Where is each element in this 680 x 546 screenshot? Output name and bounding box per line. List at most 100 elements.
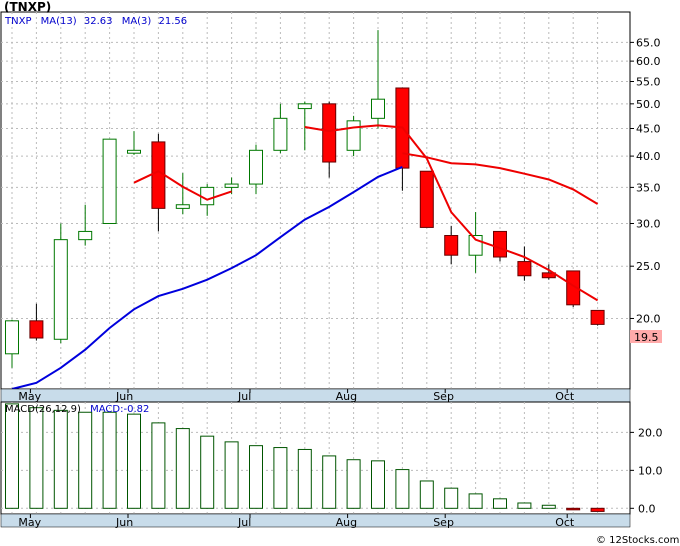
candle-body-down xyxy=(590,309,605,325)
candle xyxy=(590,309,605,326)
candle xyxy=(53,223,68,344)
last-price-box xyxy=(630,330,662,343)
macd-bar xyxy=(175,428,190,509)
month-tick-label: Aug xyxy=(336,516,357,529)
chart-title: (TNXP) xyxy=(4,0,51,14)
candle-body-up xyxy=(371,98,385,119)
macd-bar xyxy=(5,403,19,509)
price-y-tick-label: 45.0 xyxy=(636,123,661,136)
price-y-tick-label: 55.0 xyxy=(636,76,661,89)
macd-legend: MACD(26,12,9) MACD:-0.82 xyxy=(5,404,149,415)
macd-bar xyxy=(541,504,556,509)
candle xyxy=(346,115,361,157)
legend-ticker: TNXP xyxy=(4,16,31,27)
macd-bar xyxy=(444,487,459,509)
candle xyxy=(419,170,434,228)
ma3-continuation-line xyxy=(425,158,599,302)
candle-body-down xyxy=(566,270,581,306)
candle-body-up xyxy=(273,117,288,151)
macd-month-axis-band xyxy=(0,513,631,528)
macd-bar xyxy=(53,409,68,509)
price-y-tick-label: 30.0 xyxy=(636,217,661,230)
candle-body-up xyxy=(224,183,239,188)
candle-body-down xyxy=(419,170,434,228)
price-legend: TNXP MA(13) 32.63 MA(3) 21.56 xyxy=(4,16,187,27)
candle-body-up xyxy=(249,149,263,185)
macd-y-tick-label: 10.0 xyxy=(638,464,663,477)
month-tick-label: Sep xyxy=(433,516,454,529)
candle xyxy=(29,303,44,341)
macd-y-tick-label: 20.0 xyxy=(638,426,663,439)
candle-body-down xyxy=(29,320,44,339)
last-price-label: 19.5 xyxy=(634,331,659,344)
macd-bar xyxy=(493,498,507,509)
price-y-tick-label: 25.0 xyxy=(636,260,661,273)
month-tick-label: Jun xyxy=(115,516,133,529)
ma13-line xyxy=(11,165,403,390)
candle-body-up xyxy=(5,320,19,355)
macd-month-axis: May Jun Jul Aug Sep Oct xyxy=(18,514,575,529)
candle-body-down xyxy=(517,261,532,277)
price-y-tick-label: 60.0 xyxy=(636,55,661,68)
candle-body-down xyxy=(493,230,507,258)
macd-y-axis: 0.0 10.0 20.0 xyxy=(630,426,663,515)
legend-macd-label: MACD(26,12,9) xyxy=(5,404,81,415)
candle xyxy=(297,101,312,151)
legend-ma13-label: MA(13) xyxy=(41,16,77,27)
footer-credit: © 12Stocks.com xyxy=(596,535,679,546)
candle xyxy=(102,138,117,224)
month-tick-label: Jul xyxy=(237,516,251,529)
macd-bar xyxy=(322,455,337,509)
price-y-tick-label: 20.0 xyxy=(636,312,661,325)
month-tick-label: Aug xyxy=(336,390,357,403)
macd-y-tick-label: 0.0 xyxy=(638,502,656,515)
candle-body-down xyxy=(322,103,337,163)
month-tick-label: Jul xyxy=(237,390,251,403)
candle xyxy=(249,144,263,195)
price-y-tick-label: 35.0 xyxy=(636,181,661,194)
candle-body-up xyxy=(53,239,68,340)
candle xyxy=(444,225,459,265)
macd-bar xyxy=(102,411,117,509)
candle xyxy=(566,270,581,308)
ma3-line-early xyxy=(133,170,232,201)
macd-bar xyxy=(297,448,312,509)
candle-body-down xyxy=(444,235,459,256)
candle-body-up xyxy=(175,204,190,209)
price-y-tick-label: 50.0 xyxy=(636,98,661,111)
macd-bar xyxy=(127,413,141,509)
macd-bar xyxy=(395,469,410,509)
price-month-axis: May Jun Jul Aug Sep Oct xyxy=(18,389,575,403)
month-tick-label: Oct xyxy=(555,516,575,529)
macd-bar xyxy=(78,411,93,509)
price-y-tick-label: 40.0 xyxy=(636,150,661,163)
price-y-tick-label: 65.0 xyxy=(636,36,661,49)
legend-ma13-value: 32.63 xyxy=(84,16,113,27)
candle-body-up xyxy=(200,186,215,206)
macd-bar xyxy=(590,507,605,512)
macd-bar xyxy=(249,445,263,509)
price-y-axis: 20.0 25.0 30.0 35.0 40.0 45.0 50.0 55.0 60.0 65.0 xyxy=(630,36,661,325)
macd-bar xyxy=(151,422,166,509)
candle xyxy=(78,204,93,246)
macd-bar xyxy=(419,480,434,509)
candle-body-up xyxy=(346,120,361,151)
moving-average-lines xyxy=(11,124,599,390)
month-tick-label: May xyxy=(18,390,41,403)
candle xyxy=(127,131,141,155)
candle xyxy=(5,319,19,368)
macd-bar xyxy=(346,459,361,509)
ma13-continuation-line xyxy=(402,152,599,205)
candle xyxy=(273,103,288,154)
macd-bar xyxy=(200,435,215,509)
macd-bar xyxy=(29,407,44,509)
month-tick-label: Sep xyxy=(433,390,454,403)
candle-body-up xyxy=(78,230,93,241)
month-tick-label: Oct xyxy=(555,390,575,403)
candle-body-up xyxy=(102,138,117,224)
macd-bar xyxy=(566,507,581,511)
candle xyxy=(175,173,190,215)
macd-bar xyxy=(371,460,385,509)
macd-bar-series xyxy=(5,403,605,512)
